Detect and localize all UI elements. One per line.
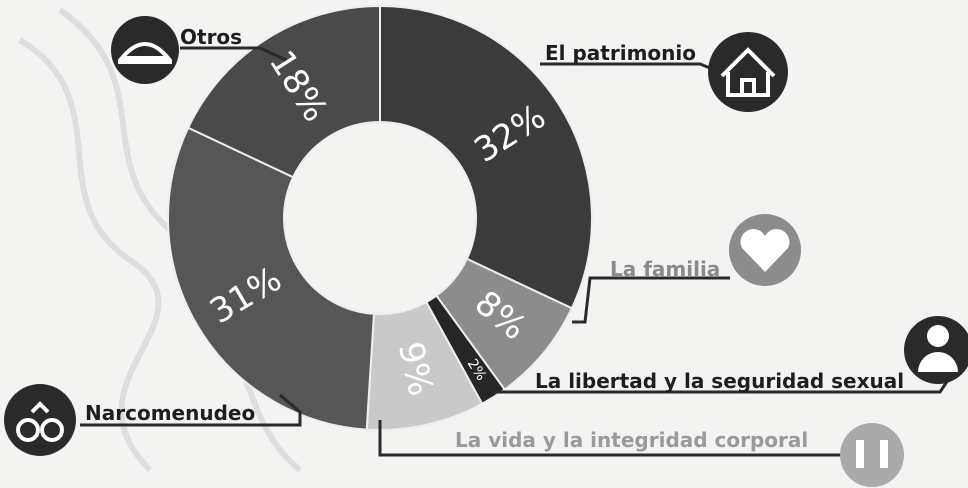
category-label: La familia: [610, 257, 720, 281]
donut-segment: [379, 4, 593, 310]
icon-couple-glyph: [856, 440, 888, 468]
category-label: Narcomenudeo: [85, 401, 255, 425]
category-label: El patrimonio: [545, 41, 696, 65]
icon-person-head: [927, 325, 949, 347]
leader-line: [80, 393, 302, 427]
leader-lines: [80, 46, 950, 457]
icon-heart-glyph: [740, 229, 790, 272]
category-label: La vida y la integridad corporal: [455, 428, 808, 452]
icon-house: [708, 32, 788, 112]
icon-cap-glyph: [117, 42, 173, 64]
leader-line: [540, 62, 721, 74]
leader-line: [378, 420, 845, 457]
icon-handcuffs-glyph: [16, 401, 64, 442]
donut-segment: [167, 126, 376, 431]
leader-line: [180, 46, 287, 62]
donut: 32%8%2%9%31%18%: [167, 4, 593, 431]
donut-segment: [186, 4, 381, 179]
category-label: Otros: [180, 25, 242, 49]
leader-line: [572, 276, 730, 324]
icon-person-body: [918, 352, 958, 372]
icon-handcuffs: [4, 384, 76, 456]
category-label: La libertad y la seguridad sexual: [535, 369, 904, 393]
icon-house-glyph: [720, 47, 776, 97]
icon-couple: [840, 423, 904, 487]
icon-cap: [111, 16, 179, 84]
category-labels: El patrimonio La familia La libertad y la …: [85, 25, 904, 452]
leader-line: [492, 379, 950, 394]
icons: [4, 16, 968, 487]
